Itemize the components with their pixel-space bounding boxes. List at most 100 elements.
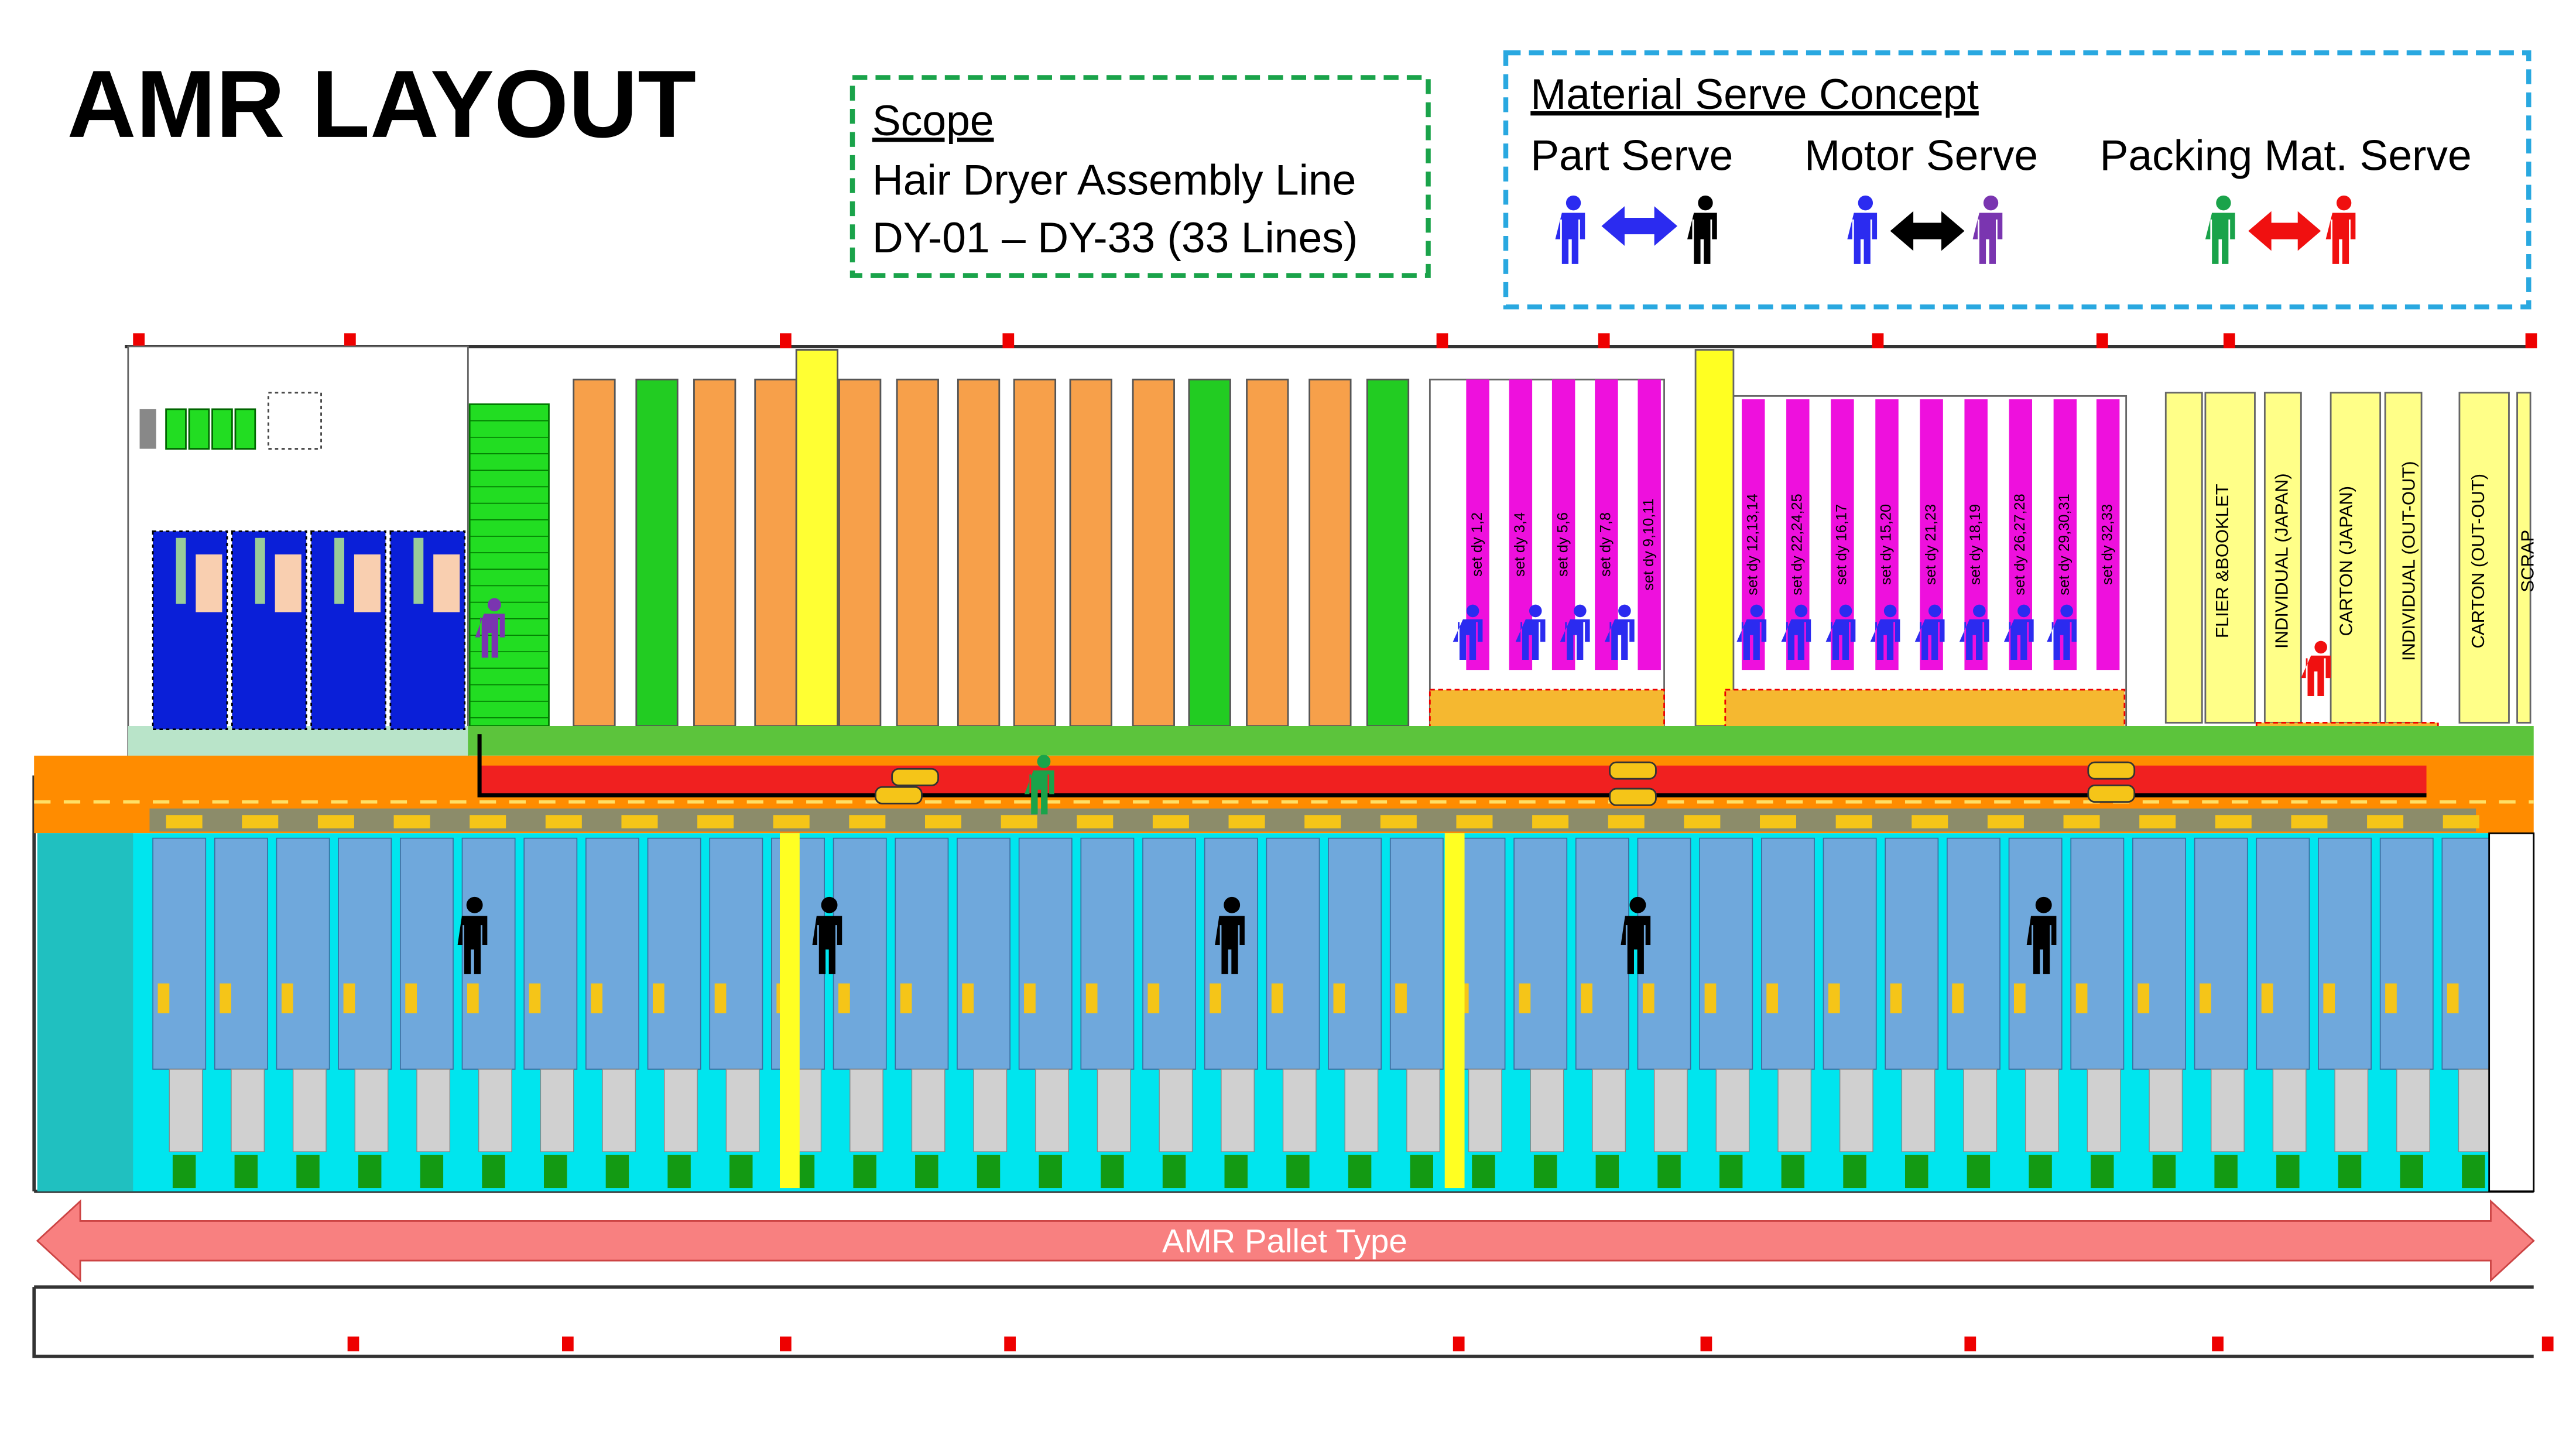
line-end xyxy=(2396,1069,2430,1152)
person-body xyxy=(1870,619,1900,660)
arrow-label: AMR Pallet Type xyxy=(1162,1222,1407,1259)
marker xyxy=(1700,1336,1712,1352)
line-end xyxy=(231,1069,265,1152)
line-end xyxy=(725,1069,760,1152)
pallet-tag xyxy=(393,815,430,828)
assembly-line xyxy=(1080,837,1135,1070)
pallet-tag xyxy=(1024,983,1036,1013)
assembly-line xyxy=(2194,837,2248,1070)
person-body xyxy=(1972,213,2003,264)
assembly-line xyxy=(1204,837,1258,1070)
person-head xyxy=(2314,641,2327,654)
pallet-arrow xyxy=(36,1199,2535,1283)
bin xyxy=(853,1155,876,1189)
bin xyxy=(296,1155,320,1189)
line-end xyxy=(416,1069,451,1152)
pallet-tag xyxy=(1532,815,1569,828)
bin xyxy=(1843,1155,1866,1189)
pallet-tag xyxy=(1912,815,1948,828)
pallet-tag xyxy=(773,815,810,828)
assembly-line xyxy=(2132,837,2186,1070)
person-body xyxy=(1604,619,1635,660)
assembly-line xyxy=(1575,837,1629,1070)
pallet-tag xyxy=(1952,983,1964,1013)
floor-plan: set dy 1,2 set dy 3,4 set dy 5,6 set dy 7,8… xyxy=(32,195,2554,1358)
bin xyxy=(1286,1155,1310,1189)
machine-part xyxy=(255,537,265,604)
bin xyxy=(2029,1155,2052,1189)
rack xyxy=(795,349,839,727)
line-end xyxy=(1839,1069,1873,1152)
person-body xyxy=(1515,619,1546,660)
bin xyxy=(1533,1155,1557,1189)
scope-box xyxy=(849,75,1431,278)
rack xyxy=(754,378,797,727)
person-body xyxy=(1555,213,1585,264)
pallet-tag xyxy=(1210,983,1221,1013)
pallet-tag xyxy=(2385,983,2397,1013)
motor-set-label: set dy 16,17 xyxy=(1834,504,1850,585)
bin xyxy=(358,1155,382,1189)
bin xyxy=(234,408,256,450)
bin xyxy=(1472,1155,1495,1189)
pallet-tag xyxy=(1152,815,1189,828)
line-end xyxy=(1159,1069,1193,1152)
person-body xyxy=(2205,213,2235,264)
concept-box xyxy=(1503,50,2532,310)
pallet-tag xyxy=(1333,983,1345,1013)
assembly-line xyxy=(214,837,268,1070)
pallet-tag xyxy=(1766,983,1778,1013)
motor-rack xyxy=(2096,399,2120,670)
person-body xyxy=(812,916,842,974)
marker xyxy=(1964,1336,1976,1352)
motor-set-label: set dy 5,6 xyxy=(1554,512,1571,577)
assembly-line xyxy=(276,837,330,1070)
assembly-line xyxy=(1823,837,1877,1070)
person-head xyxy=(1973,604,1986,618)
pallet-tag xyxy=(1987,815,2024,828)
pallet-tag xyxy=(1835,815,1872,828)
title: AMR LAYOUT xyxy=(67,50,696,157)
concept-heading: Material Serve Concept xyxy=(1530,70,1979,118)
marker xyxy=(1453,1336,1465,1352)
bin xyxy=(1039,1155,1062,1189)
packing-label: INDIVIDUAL (JAPAN) xyxy=(2272,473,2292,649)
amr xyxy=(2087,785,2136,803)
motor-set-label: set dy 9,10,11 xyxy=(1640,498,1657,590)
pillar xyxy=(780,833,800,1189)
line-end xyxy=(1097,1069,1131,1152)
pallet-tag xyxy=(2215,815,2252,828)
person-head xyxy=(1224,896,1241,913)
assembly-line xyxy=(2070,837,2125,1070)
marker xyxy=(133,333,145,348)
marker xyxy=(1436,333,1448,348)
scope-heading: Scope xyxy=(872,97,994,145)
line-end xyxy=(1901,1069,1936,1152)
motor-set-label: set dy 18,19 xyxy=(1967,504,1984,585)
pallet-tag xyxy=(2139,815,2176,828)
pallet-tag xyxy=(838,983,850,1013)
bin xyxy=(2400,1155,2423,1189)
motor-set-label: set dy 1,2 xyxy=(1469,512,1485,577)
assembly-line xyxy=(1947,837,2000,1070)
pallet-tag xyxy=(2447,983,2459,1013)
assembly-line xyxy=(1266,837,1320,1070)
machine-part xyxy=(413,537,424,604)
person-head xyxy=(1698,195,1713,211)
line-end xyxy=(1653,1069,1688,1152)
person-head xyxy=(1574,604,1587,618)
marker xyxy=(2212,1336,2224,1352)
pallet-tag xyxy=(281,983,293,1013)
person-head xyxy=(2336,195,2352,211)
line-end xyxy=(2149,1069,2183,1152)
line-end xyxy=(2087,1069,2121,1152)
person-head xyxy=(1928,604,1941,618)
assembly-line xyxy=(1885,837,1939,1070)
marker xyxy=(1002,333,1015,348)
assembly-line xyxy=(2441,837,2496,1070)
pallet-tag xyxy=(900,983,912,1013)
double-arrow xyxy=(2248,211,2321,251)
pallet-tag xyxy=(545,815,582,828)
motor-rack xyxy=(1638,379,1661,670)
marker xyxy=(1598,333,1610,348)
